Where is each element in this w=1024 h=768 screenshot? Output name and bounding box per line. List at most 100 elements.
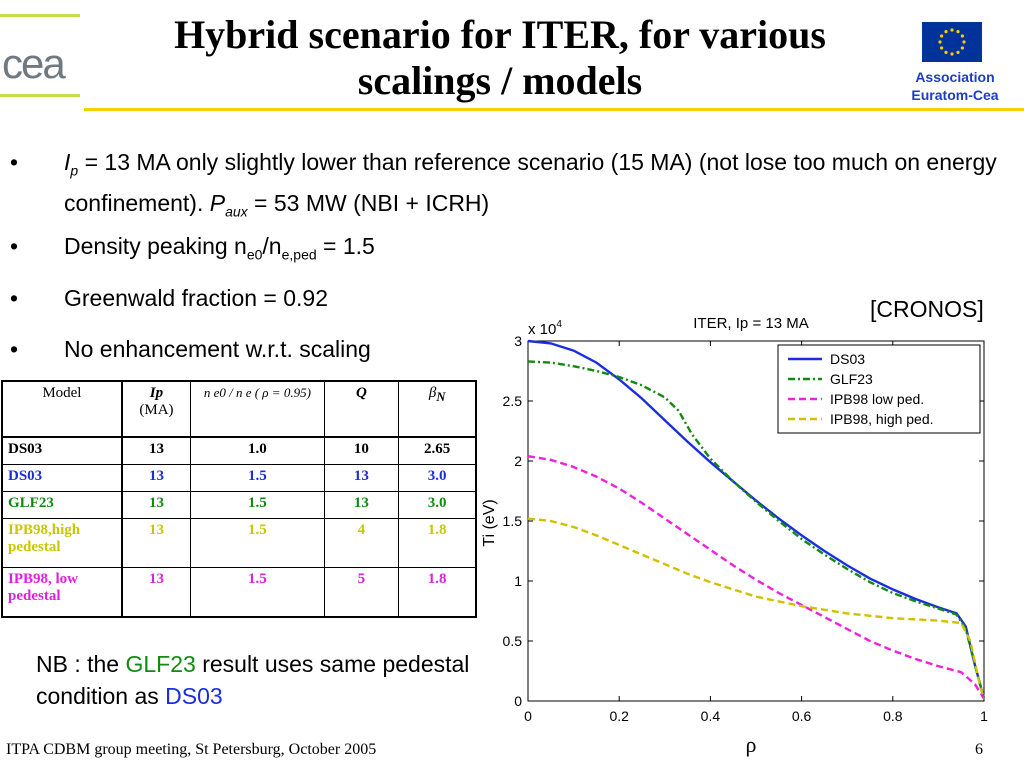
legend-label: IPB98, high ped.: [830, 411, 934, 427]
model-comparison-table: Model Ip (MA) n e0 / n e ( ρ = 0.95) Q βN…: [1, 380, 477, 618]
table-row: GLF23 13 1.5 13 3.0: [1, 491, 477, 519]
paux-text: = 53 MW (NBI + ICRH): [247, 189, 490, 216]
header-ip-unit: (MA): [139, 402, 174, 418]
y-tick-label: 2.5: [503, 393, 523, 409]
eu-star: [962, 40, 966, 44]
density-sub-a: e0: [246, 246, 263, 263]
ti-profile-chart: ITER, Ip = 13 MA x 104 Ti (eV) ρ 0 0.2 0.4…: [481, 315, 988, 757]
ip-text: = 13 MA only slightly lower than referen…: [64, 149, 997, 216]
header-q-symbol: Q: [355, 385, 367, 401]
density-text-a: Density peaking n: [64, 233, 247, 259]
density-text-b: /n: [262, 233, 282, 259]
x-tick-label: 0.8: [883, 708, 903, 724]
legend-label: GLF23: [830, 371, 873, 387]
header-ip: Ip (MA): [121, 380, 192, 438]
bullet-text: Density peaking ne0/ne,ped = 1.5: [64, 230, 1014, 271]
y-tick-label: 2: [514, 453, 522, 469]
cell-ratio: 1.5: [190, 464, 325, 492]
eu-star: [940, 46, 944, 50]
x-tick-label: 0.2: [609, 708, 629, 724]
note-prefix: NB : the: [36, 651, 126, 677]
title-line-1: Hybrid scenario for ITER, for various: [174, 12, 826, 57]
table-row: IPB98,high pedestal 13 1.5 4 1.8: [1, 518, 477, 568]
cell-q: 5: [323, 567, 400, 618]
y-tick-label: 0.5: [503, 633, 523, 649]
cell-ratio: 1.0: [190, 436, 325, 465]
table-header-row: Model Ip (MA) n e0 / n e ( ρ = 0.95) Q βN: [1, 380, 477, 438]
cell-ratio: 1.5: [190, 518, 325, 568]
cell-model: IPB98,high pedestal: [1, 518, 123, 568]
chart-title: ITER, Ip = 13 MA: [693, 315, 808, 332]
header-beta: βN: [398, 380, 477, 438]
paux-symbol: P: [209, 189, 226, 216]
bullet-text: Ip = 13 MA only slightly lower than refe…: [64, 146, 1014, 227]
cell-model: DS03: [1, 436, 123, 465]
bullet-text: Greenwald fraction = 0.92: [64, 285, 329, 311]
table-row: DS03 13 1.5 13 3.0: [1, 464, 477, 492]
cell-beta: 3.0: [398, 491, 477, 519]
cell-ratio: 1.5: [190, 567, 325, 618]
header-model: Model: [1, 380, 123, 438]
cea-logo: cea: [0, 14, 84, 100]
cell-q: 13: [323, 464, 400, 492]
header-q: Q: [323, 380, 400, 438]
y-tick-label: 1: [514, 573, 522, 589]
eu-flag-icon: [922, 22, 982, 62]
eu-star: [950, 52, 954, 56]
x-tick-label: 0.6: [792, 708, 812, 724]
x-tick-label: 0: [524, 708, 532, 724]
title-divider: [84, 108, 1024, 111]
bullet-symbol: •: [10, 285, 19, 311]
cell-ip: 13: [121, 567, 192, 618]
bullet-symbol: •: [10, 336, 19, 362]
y-multiplier-exponent: 4: [556, 319, 562, 330]
title-line-2: scalings / models: [357, 58, 643, 103]
series-line-3: [527, 455, 986, 700]
eu-star: [944, 30, 948, 34]
page-number: 6: [975, 741, 983, 758]
x-tick-label: 0.4: [701, 708, 721, 724]
density-sub-b: e,ped: [281, 246, 317, 263]
cell-model: IPB98, low pedestal: [1, 567, 123, 618]
legend-label: DS03: [830, 351, 865, 367]
header-density-ratio: n e0 / n e ( ρ = 0.95): [190, 380, 325, 438]
bullet-symbol: •: [10, 149, 19, 175]
table-row: IPB98, low pedestal 13 1.5 5 1.8: [1, 567, 477, 618]
bullet-symbol: •: [10, 233, 19, 259]
cronos-label: [CRONOS]: [870, 296, 984, 322]
association-label: Association Euratom-Cea: [890, 68, 1020, 104]
y-tick-label: 0: [514, 693, 522, 709]
logo-text: cea: [2, 40, 66, 87]
eu-star: [960, 46, 964, 50]
cell-ip: 13: [121, 491, 192, 519]
cell-q: 10: [323, 436, 400, 465]
y-multiplier-base: x 10: [528, 321, 556, 338]
bullet-text: No enhancement w.r.t. scaling: [64, 336, 371, 362]
eu-star: [956, 50, 960, 54]
y-tick-label: 1.5: [503, 513, 523, 529]
ip-subscript: p: [70, 162, 79, 179]
eu-star: [956, 30, 960, 34]
series-line-4: [527, 517, 986, 699]
cell-ip: 13: [121, 518, 192, 568]
cell-q: 13: [323, 491, 400, 519]
paux-subscript: aux: [225, 203, 248, 220]
header-beta-subscript: N: [436, 390, 446, 404]
cell-ip: 13: [121, 464, 192, 492]
legend-label: IPB98 low ped.: [830, 391, 924, 407]
table-row: DS03 13 1.0 10 2.65: [1, 436, 477, 465]
cell-beta: 1.8: [398, 518, 477, 568]
footer-text: ITPA CDBM group meeting, St Petersburg, …: [6, 741, 377, 758]
header-ip-symbol: Ip: [149, 385, 164, 401]
y-tick-label: 3: [514, 333, 522, 349]
cell-ip: 13: [121, 436, 192, 465]
cell-beta: 2.65: [398, 436, 477, 465]
eu-star: [944, 50, 948, 54]
note-middle: result uses same pedestal condition as: [36, 651, 470, 709]
y-axis-label: Ti (eV): [481, 499, 498, 546]
x-tick-label: 1: [980, 708, 988, 724]
cell-model: GLF23: [1, 491, 123, 519]
eu-star: [940, 34, 944, 38]
cell-model: DS03: [1, 464, 123, 492]
note-model-ds03: DS03: [165, 683, 223, 709]
